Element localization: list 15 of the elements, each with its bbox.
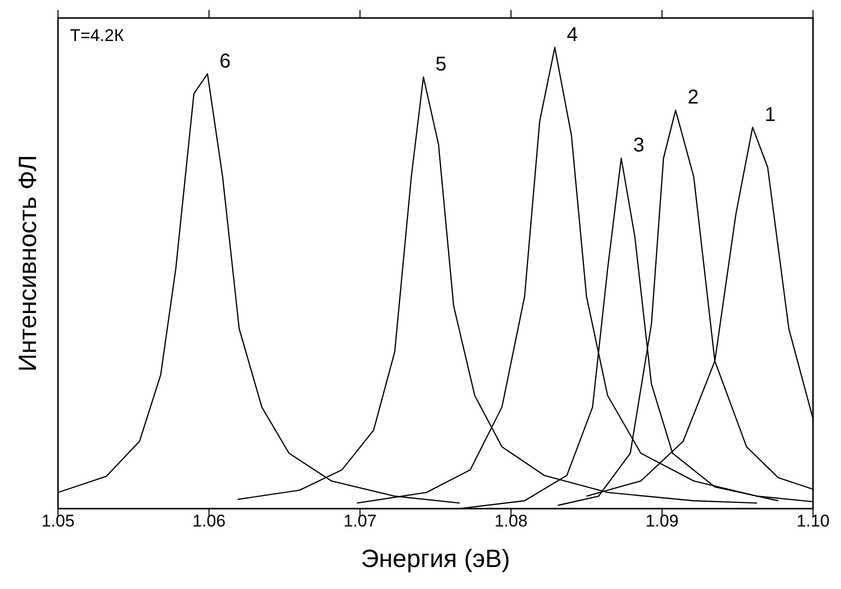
series-label: 2 <box>688 86 699 109</box>
x-tick-label: 1.05 <box>41 511 75 530</box>
series-label: 3 <box>633 134 644 157</box>
x-tick-label: 1.09 <box>645 511 679 530</box>
y-axis-title: Интенсивность ФЛ <box>14 154 42 372</box>
x-axis-title: Энергия (эВ) <box>360 544 510 573</box>
x-tick-label: 1.08 <box>494 511 528 530</box>
series-label: 1 <box>764 104 776 126</box>
series-label: 6 <box>219 50 231 72</box>
text: T=4.2К <box>70 26 124 46</box>
series-label: 5 <box>435 54 447 76</box>
x-tick-label: 1.07 <box>343 511 377 530</box>
series-label: 4 <box>566 24 578 46</box>
x-tick-label: 1.06 <box>192 511 226 530</box>
x-tick-label: 1.10 <box>796 511 830 530</box>
